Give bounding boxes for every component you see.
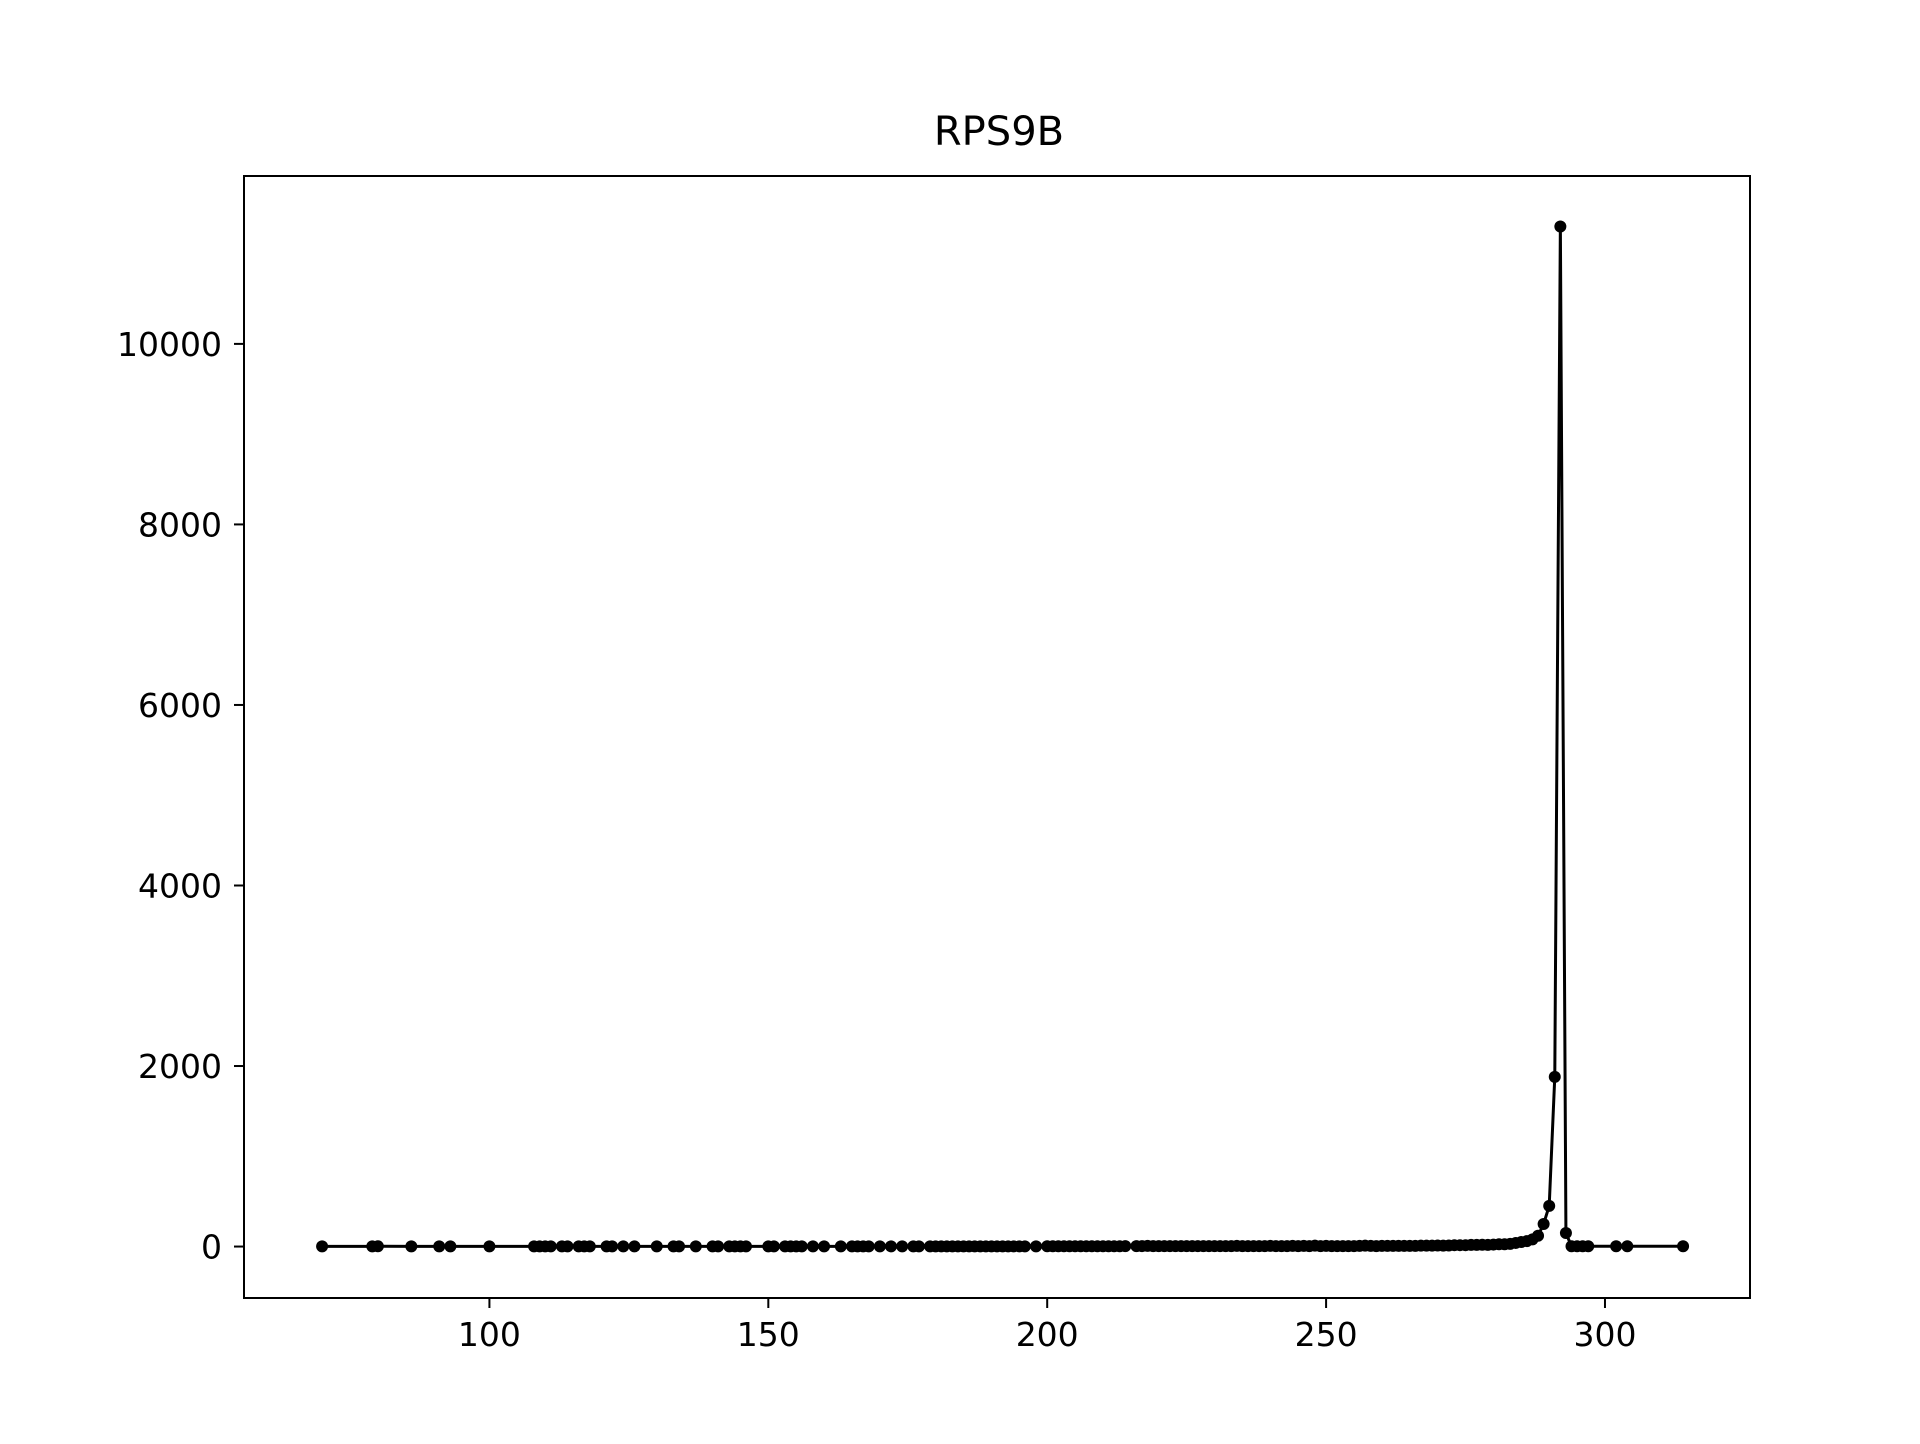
series-markers <box>316 220 1690 1253</box>
data-point <box>1548 1070 1561 1083</box>
y-tick-label: 6000 <box>138 686 222 725</box>
data-point <box>483 1240 496 1253</box>
y-tick-label: 4000 <box>138 866 222 905</box>
y-tick-label: 8000 <box>138 505 222 544</box>
data-point <box>650 1240 663 1253</box>
data-point <box>544 1240 557 1253</box>
data-point <box>405 1240 418 1253</box>
x-tick-label: 200 <box>1016 1315 1079 1354</box>
x-tick-label: 150 <box>737 1315 800 1354</box>
data-point <box>1532 1229 1545 1242</box>
data-point <box>912 1240 925 1253</box>
data-point <box>1119 1240 1132 1253</box>
data-point <box>1537 1217 1550 1230</box>
series-line <box>320 225 1685 1248</box>
data-point <box>1554 220 1567 233</box>
data-point <box>628 1240 641 1253</box>
data-point <box>617 1240 630 1253</box>
data-point <box>1677 1240 1690 1253</box>
plot-area: 100 150 200 250 300 0 2000 4000 6000 8000 10000 <box>117 220 1690 1354</box>
data-point <box>433 1240 446 1253</box>
data-point <box>740 1240 752 1253</box>
data-point <box>767 1240 780 1253</box>
data-point <box>818 1240 831 1253</box>
y-tick-label: 2000 <box>138 1047 222 1086</box>
data-point <box>1621 1240 1634 1253</box>
data-point <box>606 1240 619 1253</box>
data-point <box>896 1240 909 1253</box>
x-tick-label: 250 <box>1295 1315 1358 1354</box>
data-point <box>1543 1199 1556 1212</box>
data-point <box>316 1240 329 1253</box>
data-point <box>885 1240 898 1253</box>
data-point <box>1018 1240 1031 1253</box>
data-point <box>873 1240 886 1253</box>
data-point <box>1610 1240 1623 1253</box>
data-point <box>371 1240 384 1253</box>
data-point <box>1559 1227 1572 1240</box>
x-tick-label: 100 <box>458 1315 521 1354</box>
data-point <box>862 1240 875 1253</box>
data-point <box>673 1240 686 1253</box>
data-point <box>561 1240 574 1253</box>
data-point <box>583 1240 596 1253</box>
y-tick-label: 10000 <box>117 325 222 364</box>
chart-title: RPS9B <box>934 109 1064 155</box>
y-tick-label: 0 <box>201 1228 222 1267</box>
data-point <box>795 1240 808 1253</box>
data-point <box>834 1240 847 1253</box>
data-point <box>444 1240 457 1253</box>
data-point <box>689 1240 702 1253</box>
data-point <box>1030 1240 1043 1253</box>
data-point <box>806 1240 819 1253</box>
data-point <box>1582 1240 1595 1253</box>
x-tick-label: 300 <box>1573 1315 1636 1354</box>
data-point <box>712 1240 725 1253</box>
plot-frame <box>243 175 1751 1299</box>
